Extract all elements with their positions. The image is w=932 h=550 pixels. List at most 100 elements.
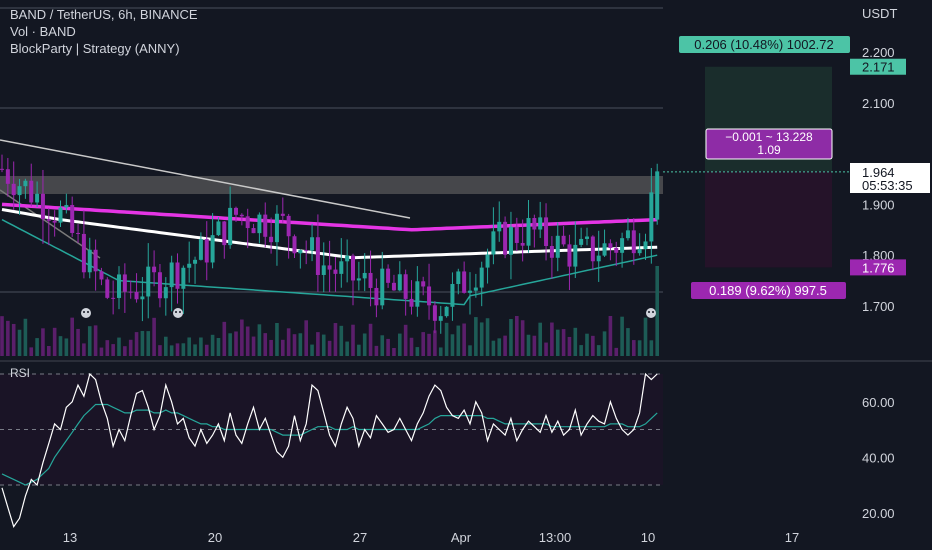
marker-eye — [648, 311, 650, 313]
symbol-title[interactable]: BAND / TetherUS, 6h, BINANCE — [10, 7, 198, 22]
candle-body — [602, 243, 607, 256]
candle-body — [239, 214, 244, 217]
candle-body — [87, 249, 92, 273]
candle — [432, 301, 437, 334]
volume-bar — [433, 330, 437, 356]
volume-bar — [17, 329, 22, 356]
rsi-legend[interactable]: RSI — [10, 366, 31, 380]
volume-bar — [35, 338, 39, 356]
volume-bar — [123, 346, 127, 356]
time-axis[interactable]: 13 20 27 Apr 13:00 10 17 — [63, 530, 799, 545]
candle — [46, 207, 51, 246]
candle — [614, 241, 619, 267]
candle — [222, 220, 227, 259]
candle-body — [438, 316, 443, 321]
last-price-bg — [850, 163, 930, 193]
volume-bar — [304, 320, 308, 356]
volume-bar — [485, 318, 490, 356]
candle — [169, 255, 174, 312]
candle-body — [631, 230, 636, 254]
volume-bar — [181, 343, 186, 356]
volume-bar — [245, 326, 250, 356]
candle — [362, 253, 367, 292]
candle — [122, 263, 127, 313]
candle — [187, 241, 192, 283]
stop-price-tag-text: 1.776 — [862, 260, 895, 275]
candle-body — [274, 213, 279, 243]
candle — [602, 229, 607, 257]
volume-bar — [643, 317, 648, 356]
candle-body — [0, 168, 4, 170]
position-tool[interactable]: 0.206 (10.48%) 1002.72 −0.001 ~ 13.2281.0… — [663, 36, 850, 299]
candle — [321, 242, 326, 293]
candle — [40, 169, 45, 244]
candle-body — [555, 235, 560, 258]
candle-body — [157, 272, 162, 299]
chart-legend: BAND / TetherUS, 6h, BINANCE Vol · BAND … — [10, 6, 198, 57]
candle — [503, 216, 508, 259]
volume-bar — [409, 337, 414, 356]
candle-body — [204, 239, 209, 263]
volume-bar — [655, 266, 659, 356]
volume-bar — [491, 340, 496, 356]
volume-bar — [474, 317, 478, 356]
volume-bar — [427, 333, 431, 356]
candle — [386, 264, 391, 288]
volume-bar — [93, 325, 98, 356]
candle-body — [491, 231, 496, 255]
volume-bar — [29, 347, 34, 356]
volume-bar — [620, 316, 624, 356]
candle-body — [444, 306, 449, 317]
marker-dot — [173, 308, 183, 318]
candle — [269, 217, 274, 254]
candle-body — [187, 263, 192, 268]
volume-bar — [398, 333, 402, 356]
candle — [87, 237, 92, 279]
marker-eye — [83, 311, 85, 313]
volume-bar — [269, 339, 273, 356]
candle — [456, 268, 461, 295]
candle-body — [58, 207, 63, 223]
volume-bar — [479, 322, 484, 356]
volume-bar — [47, 345, 51, 356]
candle-body — [620, 238, 625, 253]
volume-legend[interactable]: Vol · BAND — [10, 24, 76, 39]
candle — [280, 197, 285, 223]
candle — [210, 213, 215, 269]
time-tick: 17 — [785, 530, 799, 545]
candle — [204, 221, 209, 281]
candle — [105, 277, 110, 300]
volume-bar — [216, 338, 221, 356]
candle — [134, 273, 139, 303]
volume-bars — [0, 266, 659, 356]
candle — [239, 213, 244, 226]
candle-body — [386, 268, 391, 283]
candle-body — [561, 235, 566, 245]
candle-body — [625, 230, 630, 239]
volume-bar — [596, 345, 601, 356]
marker-dot — [646, 308, 656, 318]
price-axis[interactable]: USDT2.2002.1001.9001.8001.7002.1711.9651… — [850, 6, 930, 521]
candle-body — [286, 215, 291, 237]
candle — [263, 202, 268, 248]
candle-body — [175, 262, 180, 289]
pnl-line-2: 1.09 — [757, 143, 781, 157]
candle — [99, 267, 104, 286]
volume-bar — [637, 340, 642, 356]
volume-bar — [468, 345, 472, 356]
volume-bar — [585, 333, 589, 356]
candle — [29, 163, 34, 207]
candle-body — [473, 287, 478, 291]
last-price-text: 1.964 — [862, 165, 895, 180]
candle-body — [415, 281, 420, 307]
candle — [374, 278, 379, 318]
strategy-legend[interactable]: BlockParty | Strategy (ANNY) — [10, 41, 180, 56]
volume-bar — [204, 344, 209, 356]
candle-body — [526, 218, 531, 246]
candle — [625, 217, 630, 241]
candle-body — [479, 267, 484, 288]
volume-bar — [275, 322, 279, 356]
volume-bar — [11, 323, 16, 356]
volume-bar — [497, 338, 502, 356]
